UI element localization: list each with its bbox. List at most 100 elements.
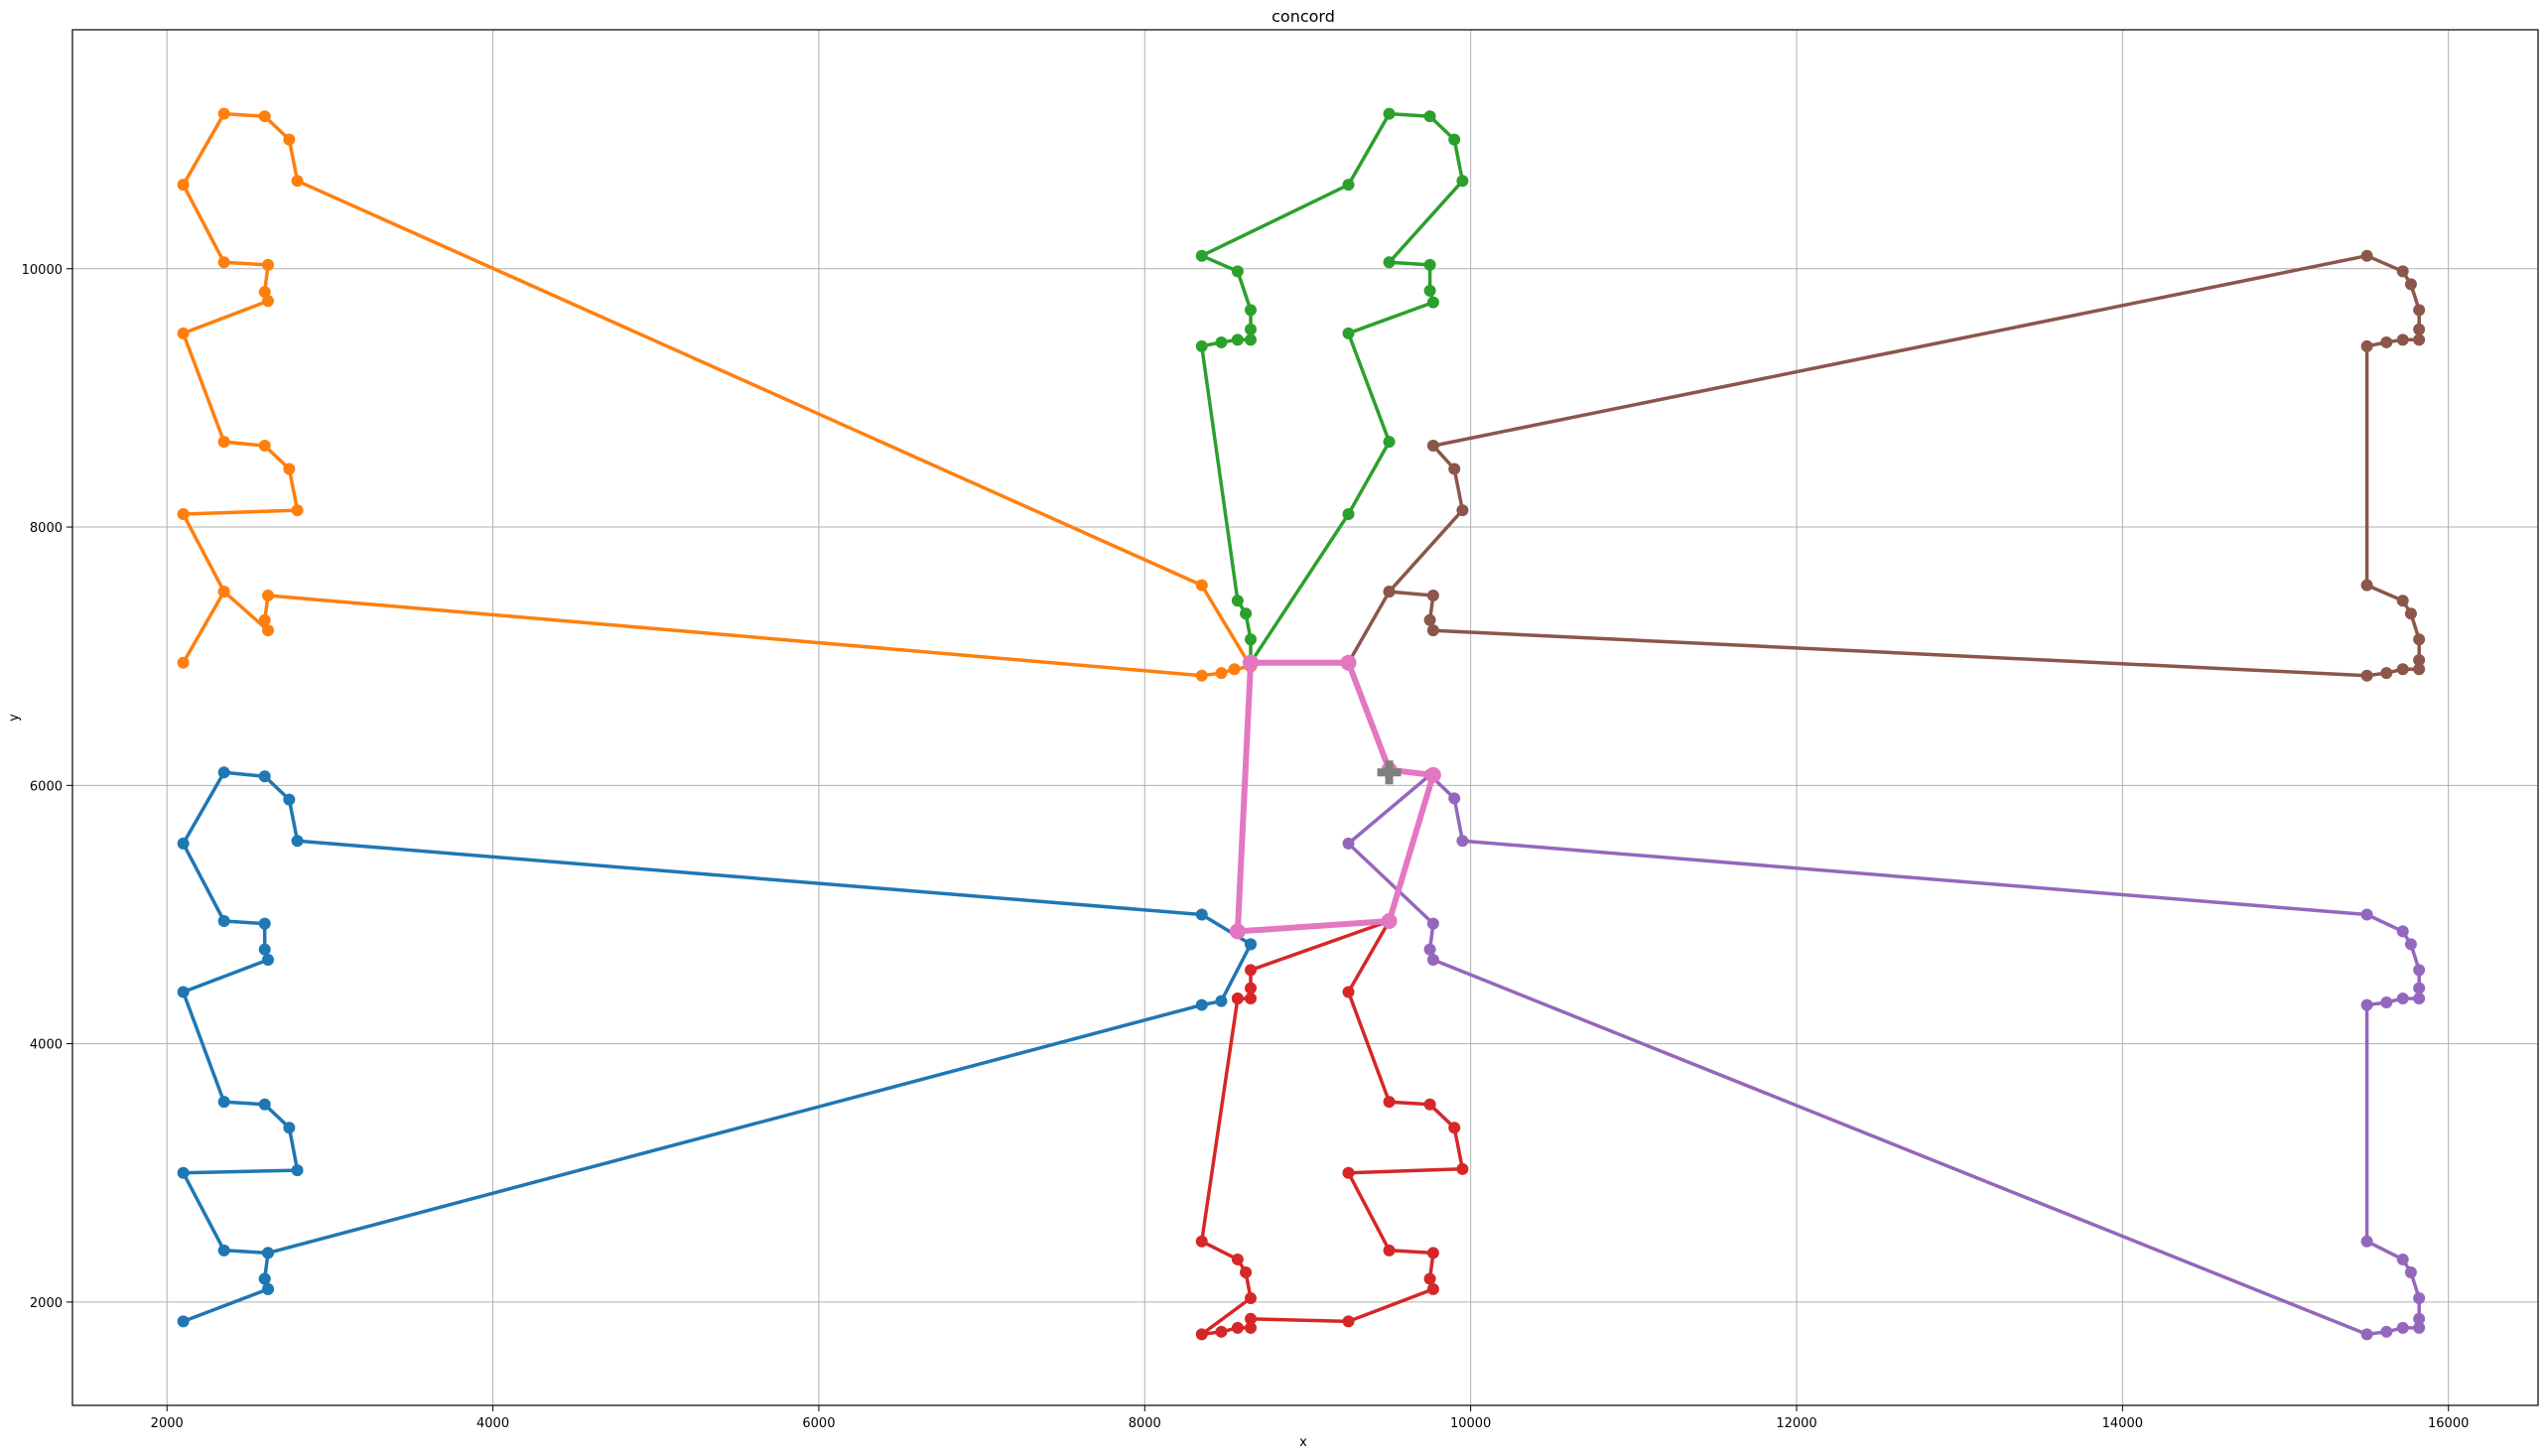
route-point — [1383, 436, 1396, 449]
route-point — [1423, 110, 1436, 123]
route-point — [1383, 1096, 1396, 1109]
x-tick-label: 6000 — [802, 1416, 835, 1431]
route-point — [2396, 1253, 2409, 1265]
route-point — [2413, 304, 2426, 317]
x-tick-label: 8000 — [1129, 1416, 1161, 1431]
route-series — [1195, 107, 1469, 669]
route-point — [2404, 278, 2417, 291]
y-tick-label: 8000 — [30, 521, 63, 536]
route-point — [1195, 908, 1208, 921]
route-point — [2413, 663, 2426, 676]
route-point — [1231, 1253, 1244, 1265]
route-series — [177, 107, 1258, 682]
route-point — [262, 1247, 275, 1259]
route-point — [1342, 179, 1355, 192]
route-point — [217, 914, 230, 927]
route-line — [1346, 253, 2421, 678]
depot-marker — [1377, 760, 1402, 785]
x-tick-label: 12000 — [1776, 1416, 1816, 1431]
route-point — [2404, 1265, 2417, 1278]
route-point — [1383, 586, 1396, 598]
route-point — [1424, 766, 1441, 783]
route-point — [1426, 954, 1439, 967]
x-tick-label: 4000 — [476, 1416, 509, 1431]
route-point — [1448, 792, 1461, 805]
route-point — [1456, 504, 1469, 517]
route-point — [1229, 923, 1246, 940]
route-point — [2413, 993, 2426, 1005]
y-tick-label: 2000 — [30, 1296, 63, 1311]
route-point — [1340, 654, 1357, 671]
route-point — [258, 770, 271, 783]
route-point — [1381, 912, 1398, 929]
route-point — [1342, 986, 1355, 998]
route-point — [1245, 1291, 1258, 1304]
route-point — [1456, 835, 1469, 848]
route-point — [1245, 1321, 1258, 1334]
route-point — [1423, 1272, 1436, 1285]
route-point — [258, 613, 271, 626]
route-point — [1426, 1247, 1439, 1259]
route-series — [1195, 914, 1469, 1341]
route-point — [1426, 296, 1439, 309]
route-point — [1342, 327, 1355, 339]
route-point — [2396, 663, 2409, 676]
route-point — [2360, 1235, 2373, 1248]
route-point — [291, 504, 304, 517]
route-point — [1240, 607, 1253, 620]
route-point — [1215, 667, 1228, 680]
route-point — [217, 436, 230, 449]
route-point — [2360, 1328, 2373, 1341]
x-axis-label: x — [1299, 1435, 1307, 1450]
route-point — [1245, 333, 1258, 346]
route-point — [258, 1098, 271, 1111]
route-point — [1426, 440, 1439, 453]
route-point — [177, 1315, 190, 1328]
route-point — [1448, 1122, 1461, 1134]
route-point — [2413, 1321, 2426, 1334]
route-point — [2396, 925, 2409, 938]
route-point — [283, 793, 296, 806]
route-point — [1195, 998, 1208, 1011]
route-point — [2360, 249, 2373, 262]
route-point — [291, 835, 304, 848]
route-point — [2404, 938, 2417, 951]
route-point — [283, 463, 296, 475]
route-point — [217, 1244, 230, 1257]
route-point — [2404, 607, 2417, 620]
route-point — [258, 110, 271, 123]
route-point — [258, 1272, 271, 1285]
route-point — [2413, 982, 2426, 994]
route-point — [2360, 998, 2373, 1011]
route-point — [1195, 249, 1208, 262]
route-point — [1383, 1244, 1396, 1257]
series-layer — [177, 107, 2426, 1341]
route-point — [217, 256, 230, 269]
route-point — [1231, 993, 1244, 1005]
route-point — [258, 943, 271, 956]
route-point — [217, 586, 230, 598]
route-point — [177, 508, 190, 521]
route-point — [2380, 667, 2393, 680]
plot-frame — [71, 29, 2539, 1406]
route-point — [262, 295, 275, 308]
route-series — [177, 766, 1258, 1328]
route-point — [1448, 463, 1461, 475]
route-point — [1426, 1282, 1439, 1295]
route-point — [1195, 339, 1208, 352]
route-point — [1231, 1321, 1244, 1334]
route-point — [2413, 333, 2426, 346]
route-point — [1195, 669, 1208, 682]
route-point — [1231, 595, 1244, 607]
route-point — [2360, 669, 2373, 682]
route-point — [1245, 304, 1258, 317]
x-tick-label: 2000 — [151, 1416, 184, 1431]
route-series — [1342, 249, 2426, 682]
route-point — [217, 107, 230, 120]
route-point — [1456, 1162, 1469, 1175]
route-point — [1456, 175, 1469, 188]
x-tick-label: 16000 — [2428, 1416, 2469, 1431]
route-point — [1245, 982, 1258, 994]
